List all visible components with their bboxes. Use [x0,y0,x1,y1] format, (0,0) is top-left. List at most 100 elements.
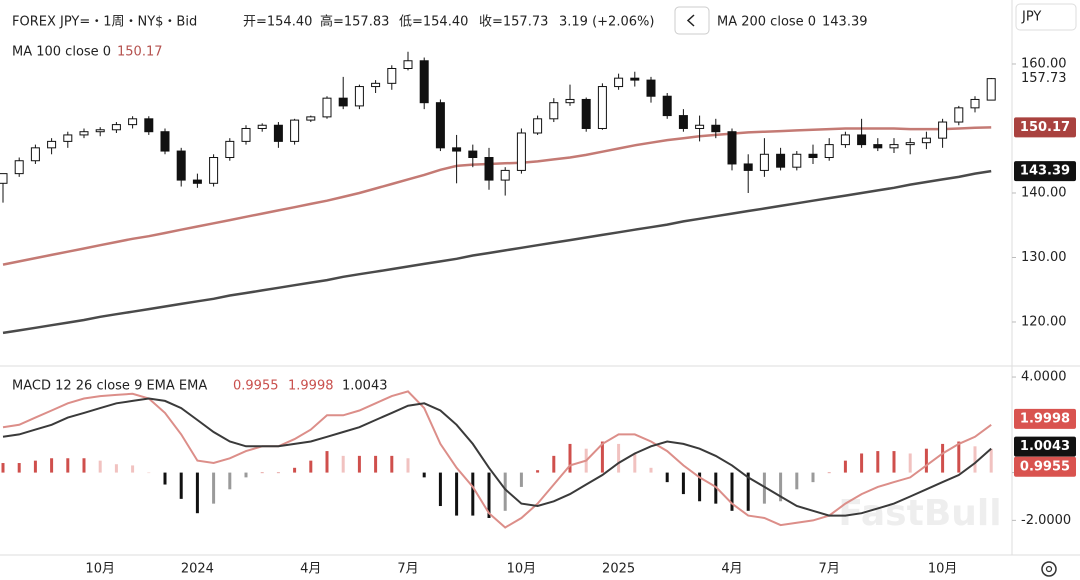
watermark: FastBull [838,493,1001,534]
candle-body [938,121,948,139]
candle-body [678,115,688,129]
legend-value: 150.17 [117,45,163,60]
legend-label: MA 100 close 0 [12,45,111,60]
macd-value-label: 1.9998 [1020,411,1070,426]
open-value: 开=154.40 [243,15,312,30]
histogram-bar [179,472,183,499]
candle-body [192,179,202,184]
histogram-bar [276,472,280,474]
candle-body [419,60,429,104]
currency-label: JPY [1021,10,1041,25]
candle-body [954,107,964,123]
candle-body [630,77,640,81]
histogram-bar [730,472,734,511]
macd-value-label-bg [1014,436,1076,457]
histogram-bar [957,441,961,473]
histogram-bar [827,472,831,474]
histogram-bar [66,458,70,473]
histogram-bar [82,458,86,473]
y-tick-label: 160.00 [1021,56,1067,71]
macd-value-label-bg [1014,456,1076,477]
x-tick-label: 4月 [300,562,321,577]
candle-body [63,134,73,142]
legend-value: 1.9998 [288,379,334,394]
histogram-bar [260,472,264,474]
x-tick-label: 7月 [819,562,840,577]
legend-value: 0.9955 [233,379,279,394]
histogram-bar [390,455,394,473]
candle-body [921,137,931,144]
candle-body [614,77,624,88]
indicator-title: MACD 12 26 close 9 EMA EMA [12,379,207,394]
candle-body [857,134,867,146]
candle-body [452,147,462,152]
candle-body [14,160,24,175]
candle-body [873,144,883,149]
histogram-bar [17,463,21,473]
y-tick-label: -2.0000 [1021,513,1071,528]
histogram-bar [568,443,572,473]
candle-body [662,95,672,117]
ma-value-label-bg [1014,161,1076,182]
histogram-bar [33,460,37,473]
y-tick-label: 130.00 [1021,250,1067,265]
histogram-bar [50,458,54,473]
macd-line [2,397,992,517]
histogram-bar [779,472,783,502]
moving-average-line [2,169,992,335]
candle-body [209,157,219,184]
histogram-bar [293,467,297,473]
histogram-bar [860,453,864,473]
candle-body [776,153,786,168]
collapse-icon [686,14,695,27]
ma-value-label: 143.39 [1020,164,1070,179]
macd-value-label: 0.9955 [1020,459,1070,474]
ma-value-label-bg [1014,117,1076,138]
candle-body [160,131,170,152]
x-tick-label: 7月 [397,562,418,577]
candle-body [516,132,526,171]
collapse-button[interactable] [674,6,710,35]
histogram-bar [843,460,847,473]
histogram-bar [892,451,896,473]
histogram-bar [795,472,799,490]
histogram-bar [163,472,167,485]
candle-body [128,118,138,126]
x-tick-label: 10月 [85,562,115,577]
candle-body [727,131,737,165]
candle-body [111,124,121,131]
candle-body [986,78,996,101]
histogram-bar [876,451,880,473]
histogram-bar [244,472,248,478]
histogram-bar [681,472,685,495]
histogram-bar [487,472,491,518]
high-value: 高=157.83 [320,14,389,30]
candle-body [241,127,251,142]
candle-body [338,97,348,107]
macd-value-label: 1.0043 [1020,439,1070,454]
histogram-bar [973,446,977,473]
candle-body [371,82,381,88]
candle-body [30,147,40,162]
histogram-bar [406,458,410,473]
histogram-bar [552,455,556,473]
histogram-bar [600,441,604,473]
histogram-bar [212,472,216,504]
candle-body [79,131,89,136]
candle-body [387,67,397,84]
candle-body [484,157,494,181]
candle-body [435,102,445,149]
candle-body [176,150,186,181]
histogram-bar [1,463,5,473]
candle-body [759,153,769,171]
settings-icon[interactable] [1041,561,1057,577]
histogram-bar [422,472,426,478]
x-tick-label: 2024 [181,562,214,577]
candle-body [144,118,154,133]
candle-body [646,79,656,97]
histogram-bar [698,472,702,502]
candle-body [500,169,510,181]
currency-selector[interactable] [1015,3,1077,31]
histogram-bar [195,472,199,514]
